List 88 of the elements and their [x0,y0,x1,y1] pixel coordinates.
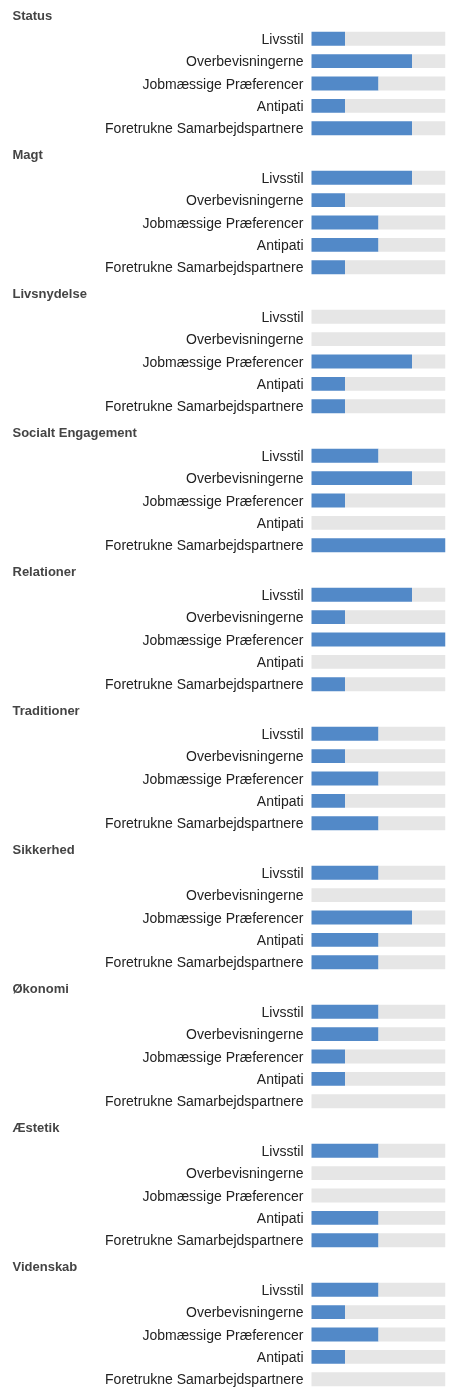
y-tick-label: Livsstil [261,169,304,186]
y-tick-label: Foretrukne Samarbejdspartnere [105,954,304,971]
bar [345,260,446,275]
y-tick-label: Foretrukne Samarbejdspartnere [105,537,304,554]
y-tick-label: Livsstil [261,1142,304,1159]
bar [378,448,446,463]
bar [311,76,379,91]
text: Traditioner [12,702,80,718]
bar [311,260,345,275]
y-tick-label: Livsstil [261,30,304,47]
bar [412,170,446,185]
text: Økonomi [12,980,69,996]
bar [378,237,446,252]
y-tick-label: Jobmæssige Præferencer [142,75,304,92]
bar [311,448,379,463]
bar [412,471,446,486]
y-tick-label: Foretrukne Samarbejdspartnere [105,1093,304,1110]
y-tick-label: Livsstil [261,1003,304,1020]
y-tick-label: Overbevisningerne [185,1026,304,1043]
y-tick-label: Livsstil [261,725,304,742]
y-tick-label: Jobmæssige Præferencer [142,1048,304,1065]
y-tick-label: Livsstil [261,308,304,325]
text: Relationer [12,563,77,579]
y-tick-label: Foretrukne Samarbejdspartnere [105,259,304,276]
y-tick-label: Antipati [256,792,304,809]
bar [311,237,379,252]
bar [378,76,446,91]
y-tick-label: Antipati [256,514,304,531]
y-tick-label: Overbevisningerne [185,609,304,626]
bar [311,54,412,69]
y-tick-label: Antipati [256,1348,304,1365]
bar [412,121,446,136]
y-tick-label: Antipati [256,375,304,392]
bar [311,538,446,553]
bar [412,54,446,69]
text: Status [12,7,53,23]
bar [311,493,345,508]
y-tick-label: Overbevisningerne [185,1165,304,1182]
bar [311,215,379,230]
bar [311,170,412,185]
text: Sikkerhed [12,841,75,857]
y-tick-label: Jobmæssige Præferencer [142,492,304,509]
y-tick-label: Jobmæssige Præferencer [142,909,304,926]
y-tick-label: Jobmæssige Præferencer [142,214,304,231]
y-tick-label: Antipati [256,653,304,670]
bar [378,215,446,230]
y-tick-label: Antipati [256,1209,304,1226]
text: Videnskab [12,1258,78,1274]
y-tick-label: Overbevisningerne [185,470,304,487]
y-tick-label: Foretrukne Samarbejdspartnere [105,815,304,832]
y-tick-label: Overbevisningerne [185,192,304,209]
y-tick-label: Overbevisningerne [185,748,304,765]
text: Livsnydelse [12,285,87,301]
y-tick-label: Foretrukne Samarbejdspartnere [105,398,304,415]
y-tick-label: Foretrukne Samarbejdspartnere [105,676,304,693]
y-tick-label: Foretrukne Samarbejdspartnere [105,1232,304,1249]
bar [311,98,345,113]
bar [311,515,446,530]
y-tick-label: Antipati [256,236,304,253]
y-tick-label: Jobmæssige Præferencer [142,1187,304,1204]
y-tick-label: Livsstil [261,1281,304,1298]
bar [311,193,345,208]
y-tick-label: Overbevisningerne [185,887,304,904]
y-tick-label: Foretrukne Samarbejdspartnere [105,1371,304,1388]
bar [345,31,446,46]
bar [345,193,446,208]
y-tick-label: Jobmæssige Præferencer [142,1326,304,1343]
y-tick-label: Antipati [256,97,304,114]
y-tick-label: Overbevisningerne [185,331,304,348]
y-tick-label: Jobmæssige Præferencer [142,353,304,370]
text: Socialt Engagement [12,424,138,440]
y-tick-label: Jobmæssige Præferencer [142,631,304,648]
y-tick-label: Foretrukne Samarbejdspartnere [105,120,304,137]
bar [311,471,412,486]
bar [311,121,412,136]
text: Æstetik [12,1119,61,1135]
text: Magt [12,146,44,162]
y-tick-label: Overbevisningerne [185,1304,304,1321]
y-tick-label: Livsstil [261,586,304,603]
y-tick-label: Antipati [256,1070,304,1087]
y-tick-label: Antipati [256,931,304,948]
bar [345,98,446,113]
y-tick-label: Jobmæssige Præferencer [142,770,304,787]
y-tick-label: Livsstil [261,447,304,464]
y-tick-label: Overbevisningerne [185,53,304,70]
y-tick-label: Livsstil [261,864,304,881]
bar [345,493,446,508]
bar [311,31,345,46]
